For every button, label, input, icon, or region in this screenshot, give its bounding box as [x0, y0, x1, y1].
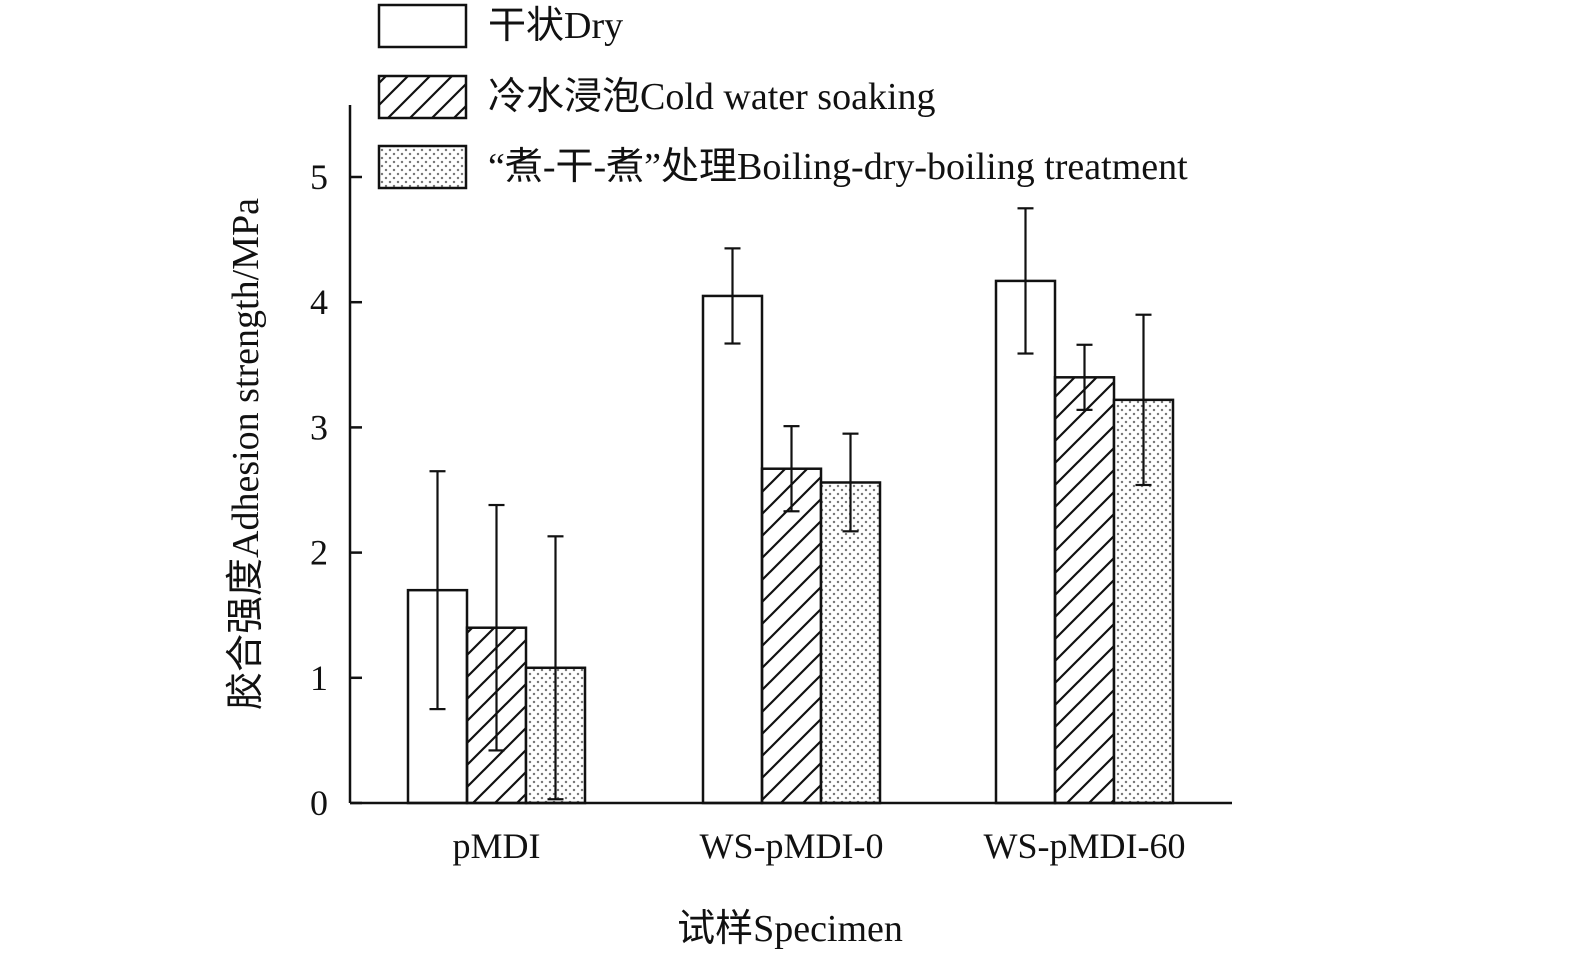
legend-swatch — [377, 144, 468, 190]
x-tick-label: WS-pMDI-0 — [700, 826, 884, 866]
y-tick-label: 3 — [310, 407, 328, 447]
bar-1-ws-pmdi-60 — [994, 279, 1057, 805]
legend-label: “煮-干-煮”处理Boiling-dry-boiling treatment — [488, 146, 1188, 188]
bar-2-ws-pmdi-60 — [1053, 376, 1116, 805]
x-tick-label: pMDI — [453, 826, 541, 866]
y-axis-title: 胶合强度Adhesion strength/MPa — [225, 198, 267, 710]
y-tick-label: 4 — [310, 282, 328, 322]
y-tick-label: 1 — [310, 658, 328, 698]
legend-label: 干状Dry — [488, 5, 623, 47]
bar-2-ws-pmdi-0 — [760, 467, 823, 805]
legend-swatch — [377, 74, 468, 120]
y-tick-label: 0 — [310, 783, 328, 823]
error-bars-layer — [429, 207, 1152, 801]
legend: 干状Dry 冷水浸泡Cold water soaking “煮-干-煮”处理Boil… — [377, 3, 1188, 190]
x-tick-label: WS-pMDI-60 — [984, 826, 1186, 866]
bars-layer — [406, 279, 1175, 805]
bar-3-ws-pmdi-0 — [819, 481, 882, 805]
y-tick-label: 2 — [310, 533, 328, 573]
x-axis-title: 试样Specimen — [677, 908, 903, 950]
axes: pMDI WS-pMDI-0 WS-pMDI-60 0 1 2 3 4 5 — [310, 105, 1232, 866]
y-tick-label: 5 — [310, 157, 328, 197]
bar-1-ws-pmdi-0 — [701, 294, 764, 805]
legend-label: 冷水浸泡Cold water soaking — [488, 76, 936, 118]
legend-swatch — [377, 3, 468, 49]
